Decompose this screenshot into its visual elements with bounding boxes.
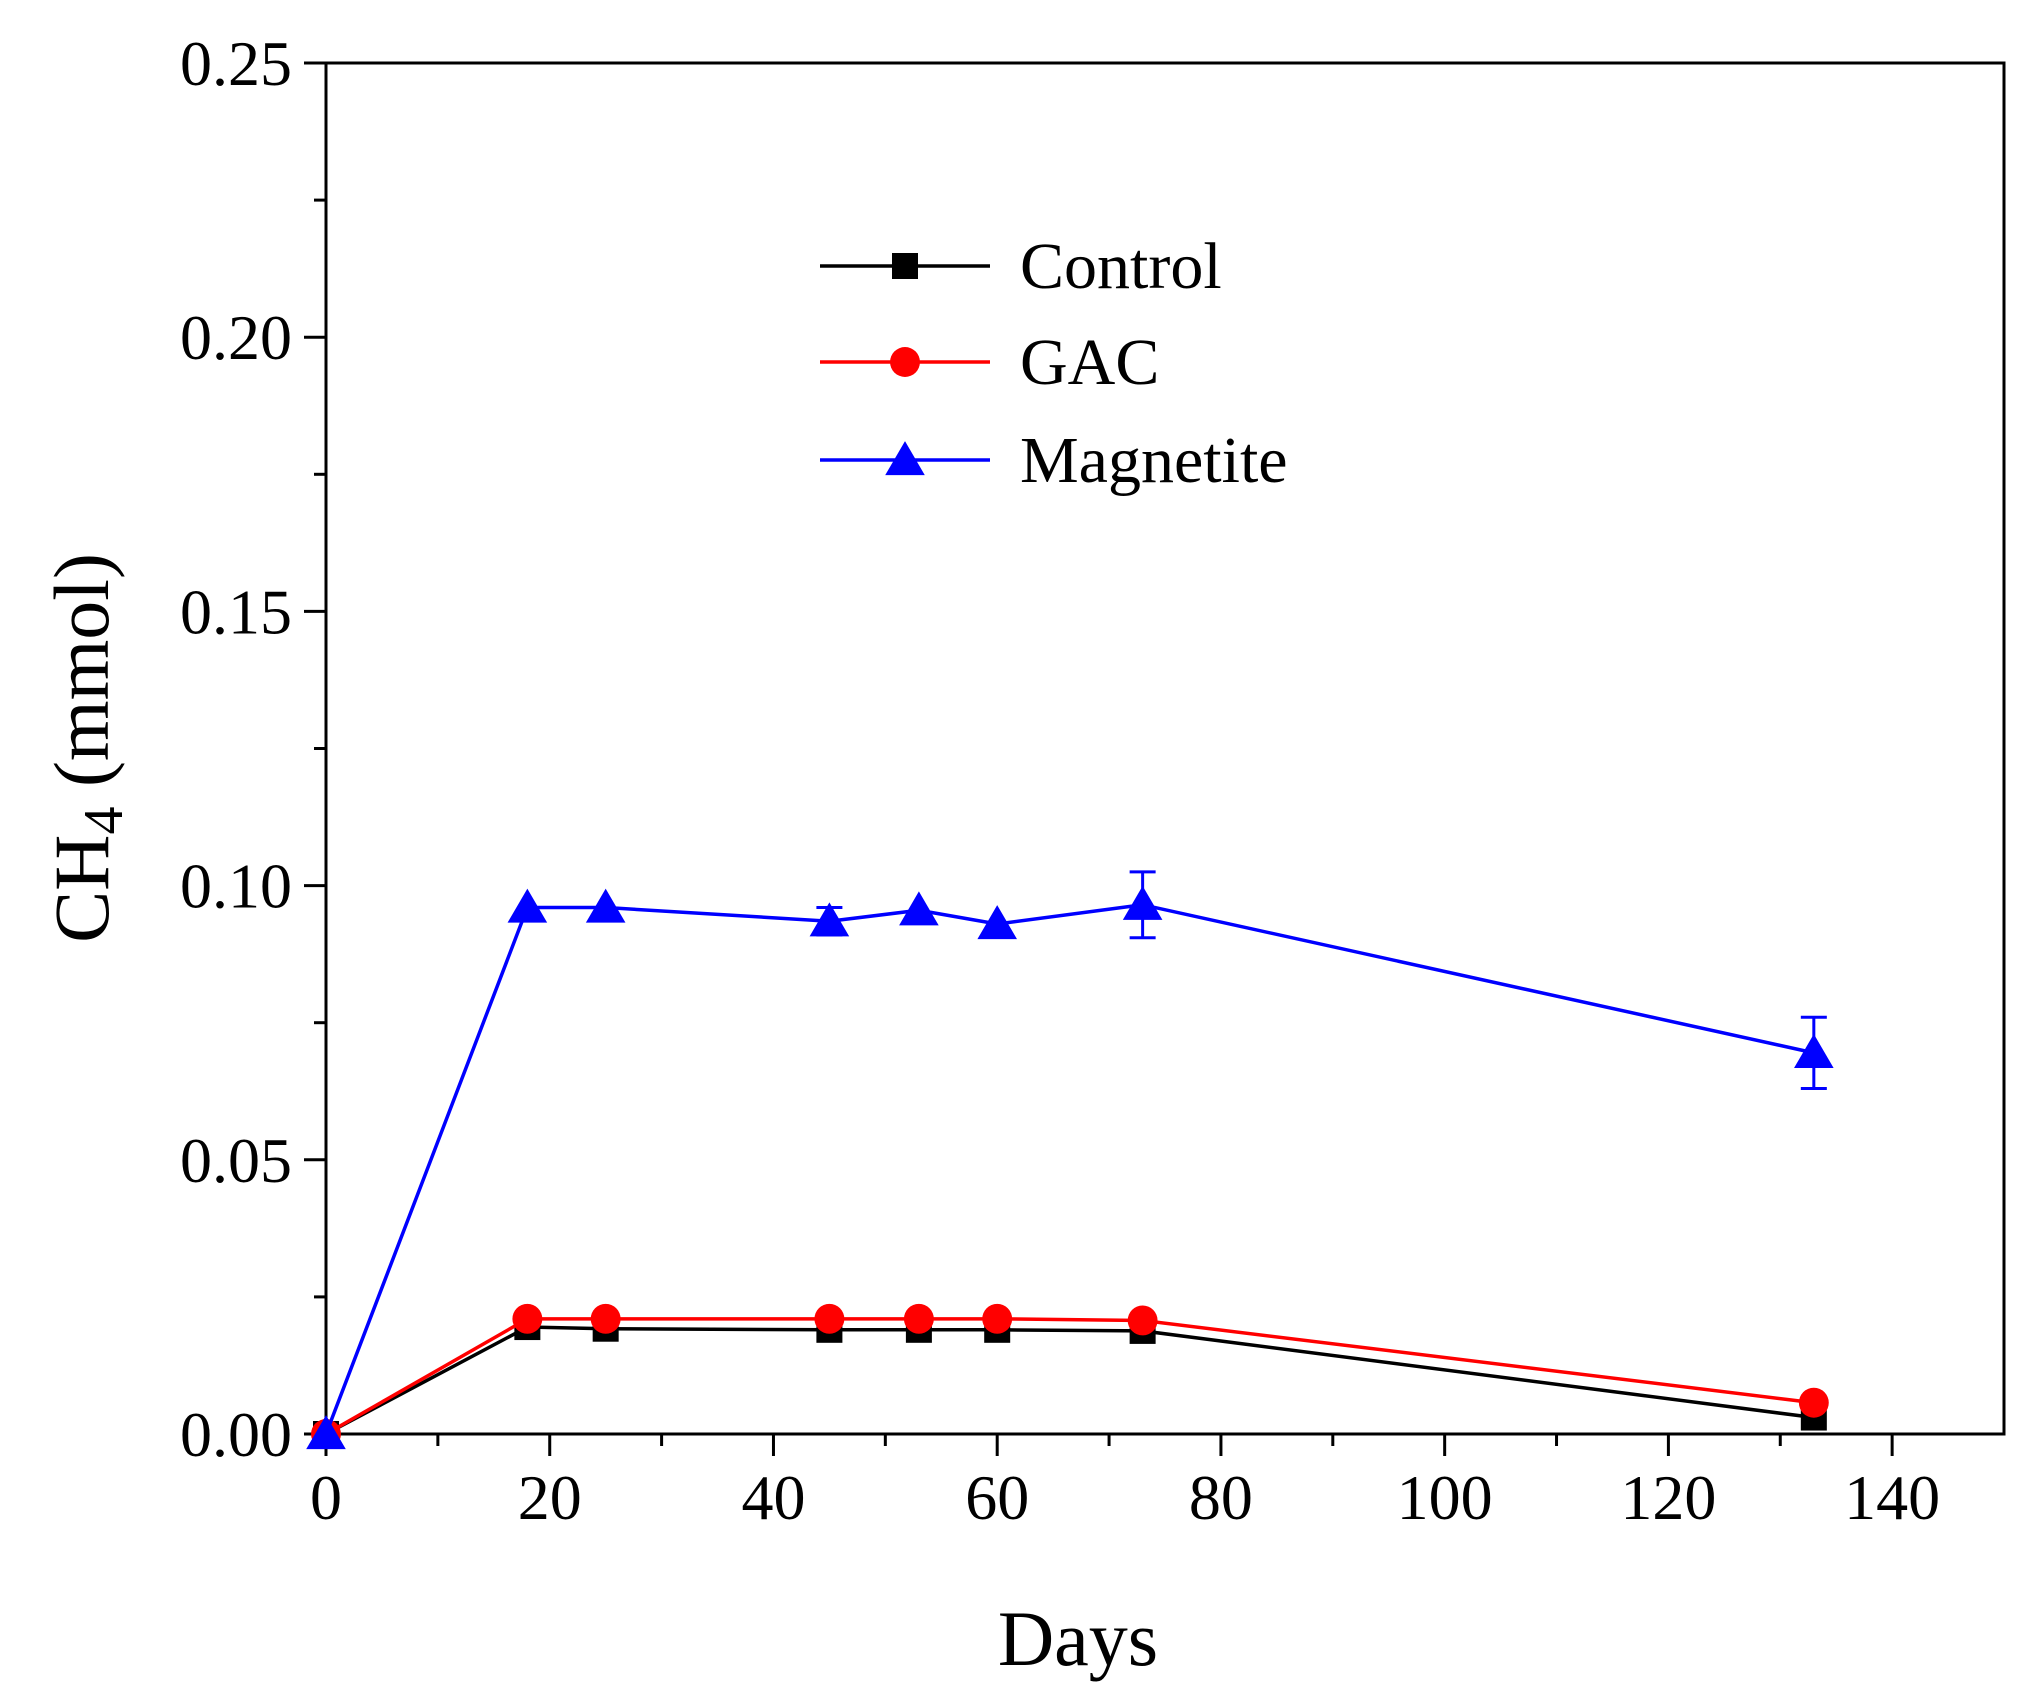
y-tick-label: 0.05 <box>180 1125 292 1196</box>
y-tick-label: 0.25 <box>180 28 292 99</box>
series-line-control <box>325 1325 1815 1436</box>
y-axis-title: CH4 (mmol) <box>38 553 135 943</box>
legend-label-gac: GAC <box>1020 326 1159 399</box>
data-point-magnetite <box>899 891 939 926</box>
series-magnetite <box>306 870 1834 1450</box>
x-tick-label: 120 <box>1620 1462 1716 1533</box>
data-point-magnetite <box>809 902 850 937</box>
legend-marker-control <box>892 253 918 279</box>
series-control <box>313 1314 1827 1447</box>
data-point-magnetite <box>306 1415 346 1450</box>
x-tick-label: 140 <box>1844 1462 1940 1533</box>
data-point-magnetite <box>585 888 626 923</box>
legend-marker-gac <box>890 347 920 377</box>
series-line-gac <box>325 1317 1815 1436</box>
legend-label-control: Control <box>1020 230 1222 303</box>
x-minor-ticks <box>436 1434 1782 1446</box>
legend-label-magnetite: Magnetite <box>1020 424 1288 497</box>
series-layer <box>306 870 1834 1450</box>
data-point-gac <box>1127 1305 1158 1336</box>
data-point-gac <box>903 1303 934 1334</box>
x-tick-label: 80 <box>1189 1462 1253 1533</box>
legend-item-gac: GAC <box>820 326 1159 399</box>
data-point-magnetite <box>1122 885 1163 920</box>
x-axis: 0 20 40 60 80 100 120 140 <box>310 1434 1940 1533</box>
legend-marker-magnetite <box>885 441 925 476</box>
y-axis-title-subscript: 4 <box>73 807 135 835</box>
data-point-gac <box>982 1303 1013 1334</box>
y-minor-ticks <box>314 198 326 1299</box>
y-tick-label: 0.15 <box>180 576 292 647</box>
data-point-gac <box>814 1303 845 1334</box>
y-tick-label: 0.10 <box>180 851 292 922</box>
y-tick-label: 0.00 <box>180 1399 292 1470</box>
legend-item-control: Control <box>820 230 1222 303</box>
y-axis: 0.00 0.05 0.10 0.15 0.20 0.25 <box>180 28 326 1470</box>
x-tick-label: 100 <box>1397 1462 1493 1533</box>
y-axis-title-main: CH <box>38 835 125 943</box>
x-tick-label: 60 <box>965 1462 1029 1533</box>
y-tick-label: 0.20 <box>180 302 292 373</box>
data-point-magnetite <box>507 888 548 923</box>
data-point-magnetite <box>1794 1034 1834 1068</box>
x-tick-label: 20 <box>518 1462 582 1533</box>
x-tick-label: 0 <box>310 1462 342 1533</box>
y-axis-title-unit: (mmol) <box>38 553 125 806</box>
data-point-gac <box>1798 1387 1829 1418</box>
data-point-gac <box>512 1303 543 1334</box>
series-line-magnetite <box>324 903 1815 1435</box>
x-tick-label: 40 <box>741 1462 805 1533</box>
legend: Control GAC Magnetite <box>820 230 1288 497</box>
data-point-magnetite <box>977 905 1017 940</box>
legend-item-magnetite: Magnetite <box>820 424 1288 497</box>
x-axis-title: Days <box>998 1595 1158 1682</box>
data-point-gac <box>590 1303 621 1334</box>
series-gac <box>311 1303 1829 1449</box>
